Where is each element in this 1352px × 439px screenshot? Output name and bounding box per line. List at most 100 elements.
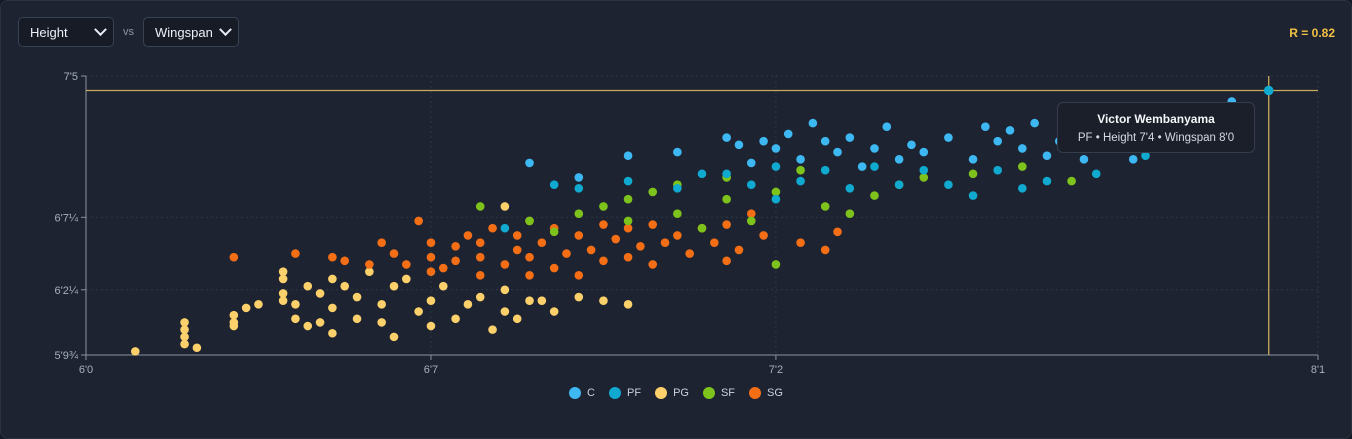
data-point-sf bbox=[968, 169, 978, 179]
data-point-pg bbox=[340, 281, 350, 291]
data-point-sg bbox=[722, 256, 731, 266]
legend-label: PG bbox=[673, 387, 689, 399]
y-metric-select[interactable]: Wingspan bbox=[143, 17, 239, 47]
data-point-c bbox=[1079, 155, 1089, 164]
y-tick-label: 5'9¾ bbox=[54, 350, 78, 362]
data-point-c bbox=[968, 155, 978, 164]
x-metric-select[interactable]: Height bbox=[18, 17, 114, 47]
data-point-pf bbox=[968, 191, 978, 200]
data-point-pg bbox=[241, 303, 251, 313]
x-tick-label: 6'7 bbox=[424, 364, 438, 376]
data-point-pg bbox=[180, 332, 189, 342]
data-point-sg bbox=[574, 270, 584, 280]
data-point-pf bbox=[574, 184, 584, 193]
data-point-sg bbox=[438, 263, 448, 273]
data-point-pg bbox=[291, 299, 300, 309]
legend-item-c[interactable]: C bbox=[569, 387, 595, 399]
data-point-pg bbox=[599, 296, 608, 305]
data-point-sg bbox=[660, 238, 670, 247]
data-point-pf bbox=[1091, 169, 1101, 179]
data-point-c bbox=[870, 144, 879, 153]
data-point-sg bbox=[562, 249, 571, 258]
data-point-sf bbox=[648, 187, 658, 197]
data-point-sg bbox=[648, 260, 658, 269]
data-point-c bbox=[894, 155, 904, 164]
data-point-c bbox=[919, 147, 929, 157]
data-point-pf bbox=[796, 176, 805, 186]
data-point-sf bbox=[919, 173, 929, 182]
data-point-pg bbox=[414, 307, 423, 316]
data-point-pg bbox=[475, 292, 485, 302]
data-point-c bbox=[1018, 144, 1027, 153]
correlation-value: R = 0.82 bbox=[1289, 26, 1335, 40]
legend-label: SF bbox=[720, 387, 736, 399]
legend-swatch bbox=[609, 387, 621, 399]
legend-swatch bbox=[655, 387, 668, 399]
data-point-pg bbox=[623, 299, 633, 309]
data-point-pg bbox=[500, 202, 510, 211]
data-point-pf bbox=[623, 176, 633, 186]
data-point-sg bbox=[833, 227, 842, 237]
data-point-sf bbox=[1067, 176, 1076, 186]
data-point-pg bbox=[500, 307, 510, 316]
data-point-c bbox=[759, 136, 768, 146]
data-point-c bbox=[623, 151, 633, 161]
data-point-sf bbox=[796, 165, 805, 175]
data-point-sg bbox=[229, 252, 239, 262]
highlight-crosshair bbox=[86, 76, 1318, 355]
legend-item-sg[interactable]: SG bbox=[749, 387, 783, 399]
data-point-sg bbox=[389, 249, 399, 258]
data-point-c bbox=[833, 147, 842, 157]
data-point-c bbox=[746, 158, 756, 168]
data-point-c bbox=[944, 133, 953, 142]
data-point-c bbox=[525, 158, 534, 168]
data-point-sf bbox=[475, 202, 485, 211]
data-point-c bbox=[673, 147, 682, 157]
data-point-sg bbox=[525, 270, 534, 280]
data-point-sg bbox=[488, 223, 497, 233]
data-point-pf bbox=[1141, 151, 1150, 161]
data-point-sg bbox=[451, 256, 460, 266]
data-point-sf bbox=[697, 223, 707, 233]
data-points bbox=[130, 86, 1274, 356]
data-point-pg bbox=[451, 314, 460, 324]
data-point-pf bbox=[722, 169, 731, 179]
highlighted-point bbox=[1263, 85, 1274, 96]
data-point-c bbox=[820, 136, 830, 146]
data-point-sf bbox=[771, 260, 781, 269]
data-point-sg bbox=[648, 220, 658, 229]
data-point-pg bbox=[426, 296, 436, 305]
legend-item-pg[interactable]: PG bbox=[655, 387, 689, 399]
data-point-c bbox=[796, 155, 805, 164]
data-point-sg bbox=[451, 241, 460, 251]
data-point-pg bbox=[315, 289, 325, 298]
data-point-c bbox=[734, 140, 744, 150]
data-point-sg bbox=[475, 252, 485, 262]
y-metric-value: Wingspan bbox=[155, 24, 213, 40]
data-point-sg bbox=[475, 238, 485, 247]
data-point-c bbox=[993, 136, 1002, 146]
x-tick-label: 6'0 bbox=[79, 364, 93, 376]
data-point-c bbox=[1042, 151, 1052, 161]
y-tick-label: 7'5 bbox=[64, 71, 78, 83]
data-point-c bbox=[981, 122, 990, 132]
data-point-sf bbox=[1018, 162, 1027, 171]
controls-bar: Height vs Wingspan bbox=[18, 17, 239, 47]
data-point-pf bbox=[673, 184, 682, 193]
y-tick-label: 6'7¼ bbox=[54, 212, 78, 224]
data-point-sf bbox=[549, 227, 559, 237]
data-point-sg bbox=[512, 231, 522, 240]
data-point-pf bbox=[1018, 184, 1027, 193]
x-tick-label: 8'1 bbox=[1311, 364, 1325, 376]
data-point-pg bbox=[463, 299, 473, 309]
data-point-sg bbox=[291, 249, 300, 258]
vs-label: vs bbox=[123, 26, 134, 38]
data-point-pg bbox=[537, 296, 547, 305]
legend-item-pf[interactable]: PF bbox=[609, 387, 641, 399]
data-point-pf bbox=[845, 184, 855, 193]
data-point-sg bbox=[636, 241, 645, 251]
data-point-pf bbox=[1042, 176, 1052, 186]
legend-item-sf[interactable]: SF bbox=[702, 387, 736, 399]
tooltip-player-name: Victor Wembanyama bbox=[1097, 112, 1215, 126]
data-point-sg bbox=[722, 220, 731, 229]
